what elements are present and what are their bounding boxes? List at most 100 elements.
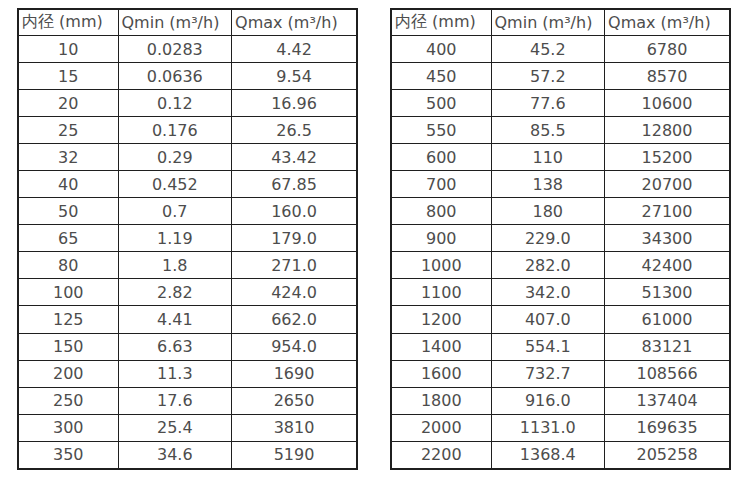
table-row: 80018027100 (391, 198, 730, 225)
table-row: 900229.034300 (391, 225, 730, 252)
table-cell: 554.1 (491, 333, 605, 360)
table-cell: 61000 (605, 306, 730, 333)
table-row: 651.19179.0 (18, 225, 357, 252)
table-cell: 550 (391, 117, 491, 144)
table-cell: 1131.0 (491, 414, 605, 441)
table-cell: 25.4 (118, 414, 232, 441)
table-cell: 8570 (605, 63, 730, 90)
table-cell: 500 (391, 90, 491, 117)
table-row: 1200407.061000 (391, 306, 730, 333)
table-cell: 2650 (232, 387, 357, 414)
column-header: Qmin (m³/h) (118, 9, 232, 36)
table-cell: 5190 (232, 441, 357, 469)
page: 内径 (mm)Qmin (m³/h)Qmax (m³/h) 100.02834.… (0, 0, 750, 483)
table-row: 55085.512800 (391, 117, 730, 144)
table-row: 400.45267.85 (18, 171, 357, 198)
table-row: 内径 (mm)Qmin (m³/h)Qmax (m³/h) (18, 9, 357, 36)
table-cell: 110 (491, 144, 605, 171)
table-cell: 9.54 (232, 63, 357, 90)
table-cell: 0.7 (118, 198, 232, 225)
table-cell: 400 (391, 36, 491, 63)
table-cell: 20 (18, 90, 118, 117)
table-row: 内径 (mm)Qmin (m³/h)Qmax (m³/h) (391, 9, 730, 36)
table-cell: 1.19 (118, 225, 232, 252)
table-cell: 40 (18, 171, 118, 198)
table-cell: 16.96 (232, 90, 357, 117)
table-row: 22001368.4205258 (391, 441, 730, 469)
table-row: 1600732.7108566 (391, 360, 730, 387)
table-cell: 125 (18, 306, 118, 333)
table-cell: 180 (491, 198, 605, 225)
table-cell: 150 (18, 333, 118, 360)
table-cell: 67.85 (232, 171, 357, 198)
table-cell: 732.7 (491, 360, 605, 387)
table-body: 100.02834.42150.06369.54200.1216.96250.1… (18, 36, 357, 470)
table-cell: 0.176 (118, 117, 232, 144)
table-cell: 45.2 (491, 36, 605, 63)
table-cell: 0.452 (118, 171, 232, 198)
table-cell: 1368.4 (491, 441, 605, 469)
table-cell: 32 (18, 144, 118, 171)
table-cell: 12800 (605, 117, 730, 144)
column-header: 内径 (mm) (18, 9, 118, 36)
table-cell: 25 (18, 117, 118, 144)
table-cell: 0.12 (118, 90, 232, 117)
table-cell: 700 (391, 171, 491, 198)
table-cell: 350 (18, 441, 118, 469)
column-header: Qmax (m³/h) (232, 9, 357, 36)
table-row: 1100342.051300 (391, 279, 730, 306)
table-cell: 205258 (605, 441, 730, 469)
table-cell: 662.0 (232, 306, 357, 333)
table-row: 100.02834.42 (18, 36, 357, 63)
table-cell: 342.0 (491, 279, 605, 306)
table-cell: 1.8 (118, 252, 232, 279)
table-row: 20001131.0169635 (391, 414, 730, 441)
table-row: 50077.610600 (391, 90, 730, 117)
table-cell: 10600 (605, 90, 730, 117)
table-row: 1506.63954.0 (18, 333, 357, 360)
table-cell: 424.0 (232, 279, 357, 306)
table-cell: 1000 (391, 252, 491, 279)
table-cell: 282.0 (491, 252, 605, 279)
flow-table-small-diameters: 内径 (mm)Qmin (m³/h)Qmax (m³/h) 100.02834.… (17, 8, 358, 470)
column-header: Qmax (m³/h) (605, 9, 730, 36)
table-cell: 17.6 (118, 387, 232, 414)
table-row: 30025.43810 (18, 414, 357, 441)
table-cell: 916.0 (491, 387, 605, 414)
table-row: 45057.28570 (391, 63, 730, 90)
column-header: Qmin (m³/h) (491, 9, 605, 36)
table-row: 70013820700 (391, 171, 730, 198)
table-cell: 57.2 (491, 63, 605, 90)
table-row: 1000282.042400 (391, 252, 730, 279)
table-cell: 42400 (605, 252, 730, 279)
table-row: 25017.62650 (18, 387, 357, 414)
table-row: 200.1216.96 (18, 90, 357, 117)
table-cell: 179.0 (232, 225, 357, 252)
table-cell: 800 (391, 198, 491, 225)
table-row: 1002.82424.0 (18, 279, 357, 306)
table-cell: 300 (18, 414, 118, 441)
table-cell: 50 (18, 198, 118, 225)
table-row: 250.17626.5 (18, 117, 357, 144)
table-header-row: 内径 (mm)Qmin (m³/h)Qmax (m³/h) (18, 9, 357, 36)
table-cell: 1600 (391, 360, 491, 387)
table-cell: 10 (18, 36, 118, 63)
table-cell: 43.42 (232, 144, 357, 171)
table-cell: 250 (18, 387, 118, 414)
table-cell: 51300 (605, 279, 730, 306)
table-cell: 34.6 (118, 441, 232, 469)
table-row: 320.2943.42 (18, 144, 357, 171)
table-cell: 15 (18, 63, 118, 90)
table-row: 20011.31690 (18, 360, 357, 387)
table-cell: 229.0 (491, 225, 605, 252)
table-cell: 27100 (605, 198, 730, 225)
table-row: 35034.65190 (18, 441, 357, 469)
table-cell: 600 (391, 144, 491, 171)
table-cell: 0.0283 (118, 36, 232, 63)
table-cell: 4.42 (232, 36, 357, 63)
table-cell: 407.0 (491, 306, 605, 333)
table-cell: 77.6 (491, 90, 605, 117)
table-row: 150.06369.54 (18, 63, 357, 90)
table-cell: 15200 (605, 144, 730, 171)
table-cell: 169635 (605, 414, 730, 441)
